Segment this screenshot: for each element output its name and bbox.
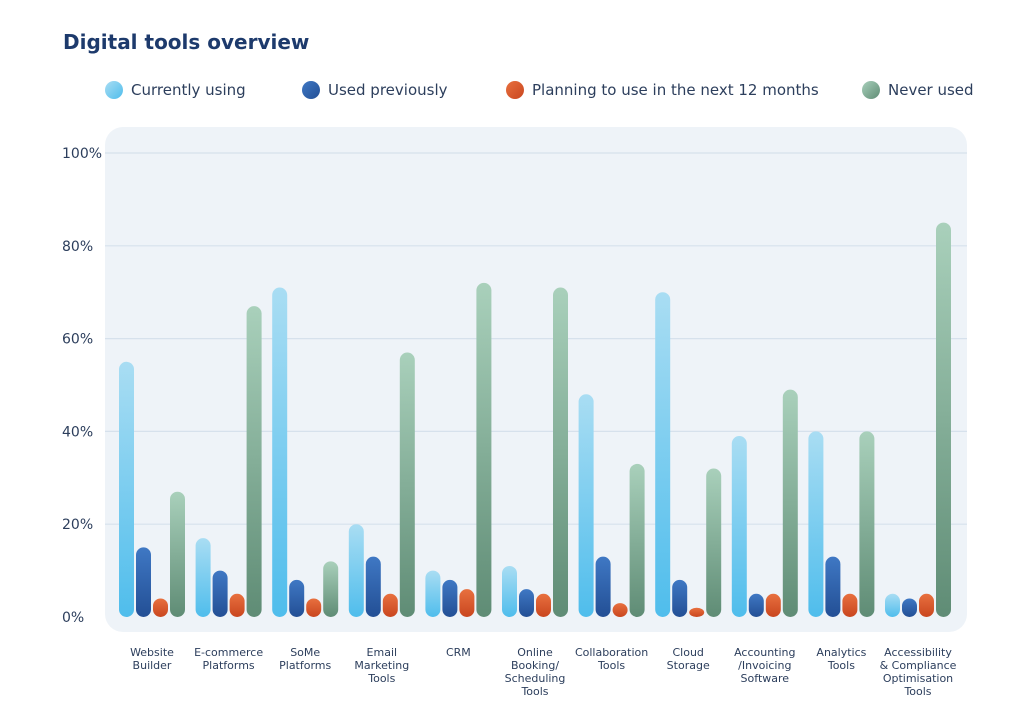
bar-planning-to-use-in-the-next-12-months — [229, 593, 245, 617]
bar-currently-using — [808, 431, 824, 617]
y-tick-label: 60% — [62, 332, 93, 348]
x-tick-label: Tools — [903, 685, 931, 698]
x-tick-label: Analytics — [816, 646, 866, 659]
bar-planning-to-use-in-the-next-12-months — [382, 593, 398, 617]
x-tick-label: Accessibility — [884, 646, 952, 659]
x-tick-label: Online — [517, 646, 553, 659]
bar-never-used — [706, 468, 722, 617]
bar-currently-using — [885, 593, 900, 617]
bar-used-previously — [365, 556, 381, 617]
bar-currently-using — [348, 524, 364, 617]
bar-never-used — [170, 491, 185, 617]
chart-title: Digital tools overview — [63, 30, 310, 54]
legend-label: Never used — [888, 81, 974, 99]
legend-label: Currently using — [131, 81, 246, 99]
x-tick-label: Cloud — [672, 646, 703, 659]
bar-used-previously — [902, 598, 917, 617]
y-tick-label: 100% — [62, 146, 102, 162]
bar-used-previously — [519, 589, 534, 617]
bar-planning-to-use-in-the-next-12-months — [612, 603, 628, 617]
bar-never-used — [476, 282, 492, 617]
x-tick-label: Tools — [520, 685, 548, 698]
plot-area — [105, 127, 967, 632]
x-tick-label: Email — [367, 646, 398, 659]
x-tick-label: Tools — [597, 659, 625, 672]
legend-label: Planning to use in the next 12 months — [532, 81, 819, 99]
bar-never-used — [859, 431, 875, 617]
bar-currently-using — [272, 287, 288, 617]
bar-currently-using — [655, 292, 671, 617]
x-tick-label: Accounting — [734, 646, 795, 659]
bar-planning-to-use-in-the-next-12-months — [536, 593, 551, 617]
y-tick-label: 80% — [62, 239, 93, 255]
legend-swatch — [862, 81, 880, 99]
bar-planning-to-use-in-the-next-12-months — [765, 593, 781, 617]
x-tick-label: Website — [130, 646, 174, 659]
legend-item: Used previously — [302, 81, 448, 99]
x-tick-label: Collaboration — [575, 646, 648, 659]
bar-used-previously — [748, 593, 764, 617]
x-tick-label: E-commerce — [194, 646, 263, 659]
bar-never-used — [246, 306, 262, 617]
x-tick-label: Platforms — [203, 659, 255, 672]
x-tick-label: Optimisation — [883, 672, 953, 685]
x-tick-label: Tools — [367, 672, 395, 685]
bar-never-used — [629, 463, 645, 617]
x-tick-label: Booking/ — [511, 659, 559, 672]
legend-swatch — [105, 81, 123, 99]
bar-used-previously — [212, 570, 228, 617]
legend-item: Never used — [862, 81, 974, 99]
x-tick-label: & Compliance — [880, 659, 957, 672]
bar-used-previously — [595, 556, 611, 617]
bar-planning-to-use-in-the-next-12-months — [919, 593, 934, 617]
y-tick-label: 20% — [62, 517, 93, 533]
bar-used-previously — [289, 579, 305, 617]
bar-planning-to-use-in-the-next-12-months — [153, 598, 168, 617]
bar-currently-using — [425, 570, 441, 617]
bar-used-previously — [136, 547, 151, 617]
bar-planning-to-use-in-the-next-12-months — [842, 593, 858, 617]
bar-never-used — [399, 352, 415, 617]
bar-used-previously — [442, 579, 458, 617]
bar-currently-using — [731, 436, 747, 617]
x-tick-label: /Invoicing — [738, 659, 791, 672]
bar-never-used — [936, 222, 951, 617]
x-tick-label: Scheduling — [505, 672, 566, 685]
bar-used-previously — [825, 556, 841, 617]
bar-currently-using — [578, 394, 594, 617]
legend-label: Used previously — [328, 81, 448, 99]
x-tick-label: Marketing — [354, 659, 409, 672]
bar-planning-to-use-in-the-next-12-months — [306, 598, 322, 617]
x-tick-label: Tools — [827, 659, 855, 672]
legend-swatch — [506, 81, 524, 99]
x-tick-label: Platforms — [279, 659, 331, 672]
x-tick-label: SoMe — [290, 646, 320, 659]
legend-swatch — [302, 81, 320, 99]
x-tick-label: Builder — [133, 659, 172, 672]
x-tick-label: CRM — [446, 646, 471, 659]
bar-planning-to-use-in-the-next-12-months — [459, 589, 475, 617]
legend-item: Planning to use in the next 12 months — [506, 81, 819, 99]
x-tick-label: Storage — [667, 659, 710, 672]
bar-planning-to-use-in-the-next-12-months — [689, 607, 705, 617]
y-tick-label: 0% — [62, 610, 84, 626]
y-tick-label: 40% — [62, 424, 93, 440]
bar-currently-using — [119, 361, 134, 617]
x-tick-label: Software — [741, 672, 790, 685]
bar-currently-using — [502, 565, 517, 617]
bar-never-used — [782, 389, 798, 617]
bar-never-used — [323, 561, 339, 617]
legend-item: Currently using — [105, 81, 246, 99]
bar-never-used — [553, 287, 568, 617]
bar-used-previously — [672, 579, 688, 617]
bar-currently-using — [195, 538, 211, 617]
